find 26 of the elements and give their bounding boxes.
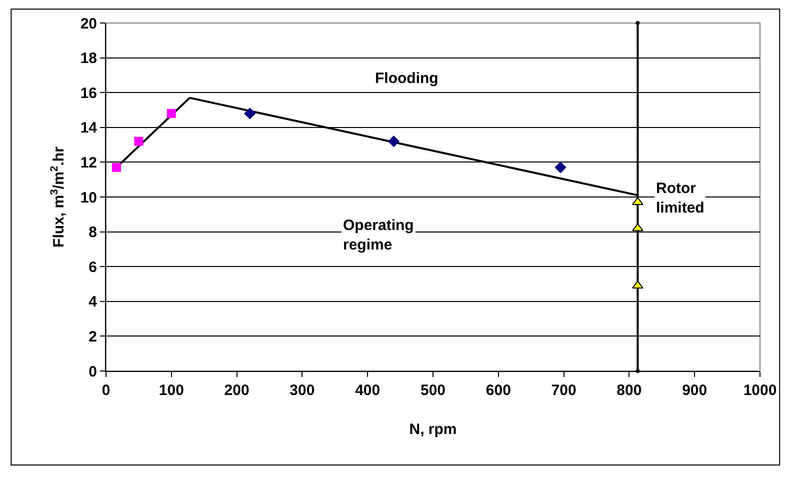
x-tick-label: 800 <box>616 382 642 399</box>
x-tick-label: 100 <box>158 382 184 399</box>
annotation: Operating regime <box>343 217 414 254</box>
y-tick-label: 8 <box>88 224 97 242</box>
x-tick-label: 600 <box>486 382 511 399</box>
y-tick-label: 2 <box>88 328 97 346</box>
x-tick-label: 900 <box>682 382 708 399</box>
y-tick-label: 6 <box>88 258 97 276</box>
y-tick-label: 16 <box>80 84 97 102</box>
x-axis-title: N, rpm <box>409 421 457 438</box>
annotation: Rotor limited <box>656 180 704 216</box>
x-tick-label: 200 <box>224 382 250 399</box>
x-tick-label: 0 <box>102 382 110 399</box>
y-tick-label: 14 <box>80 120 98 137</box>
x-tick-label: 300 <box>290 382 315 399</box>
y-tick-label: 4 <box>88 294 98 311</box>
y-tick-label: 18 <box>80 50 97 68</box>
y-tick-label: 20 <box>80 15 97 32</box>
x-tick-label: 700 <box>551 382 576 399</box>
x-tick-label: 500 <box>420 382 446 399</box>
x-tick-label: 1000 <box>743 382 777 399</box>
x-tick-label: 400 <box>355 382 380 399</box>
y-tick-label: 12 <box>80 154 97 172</box>
y-tick-label: 10 <box>80 189 97 206</box>
y-tick-label: 0 <box>88 363 97 380</box>
annotation: Flooding <box>375 70 438 87</box>
